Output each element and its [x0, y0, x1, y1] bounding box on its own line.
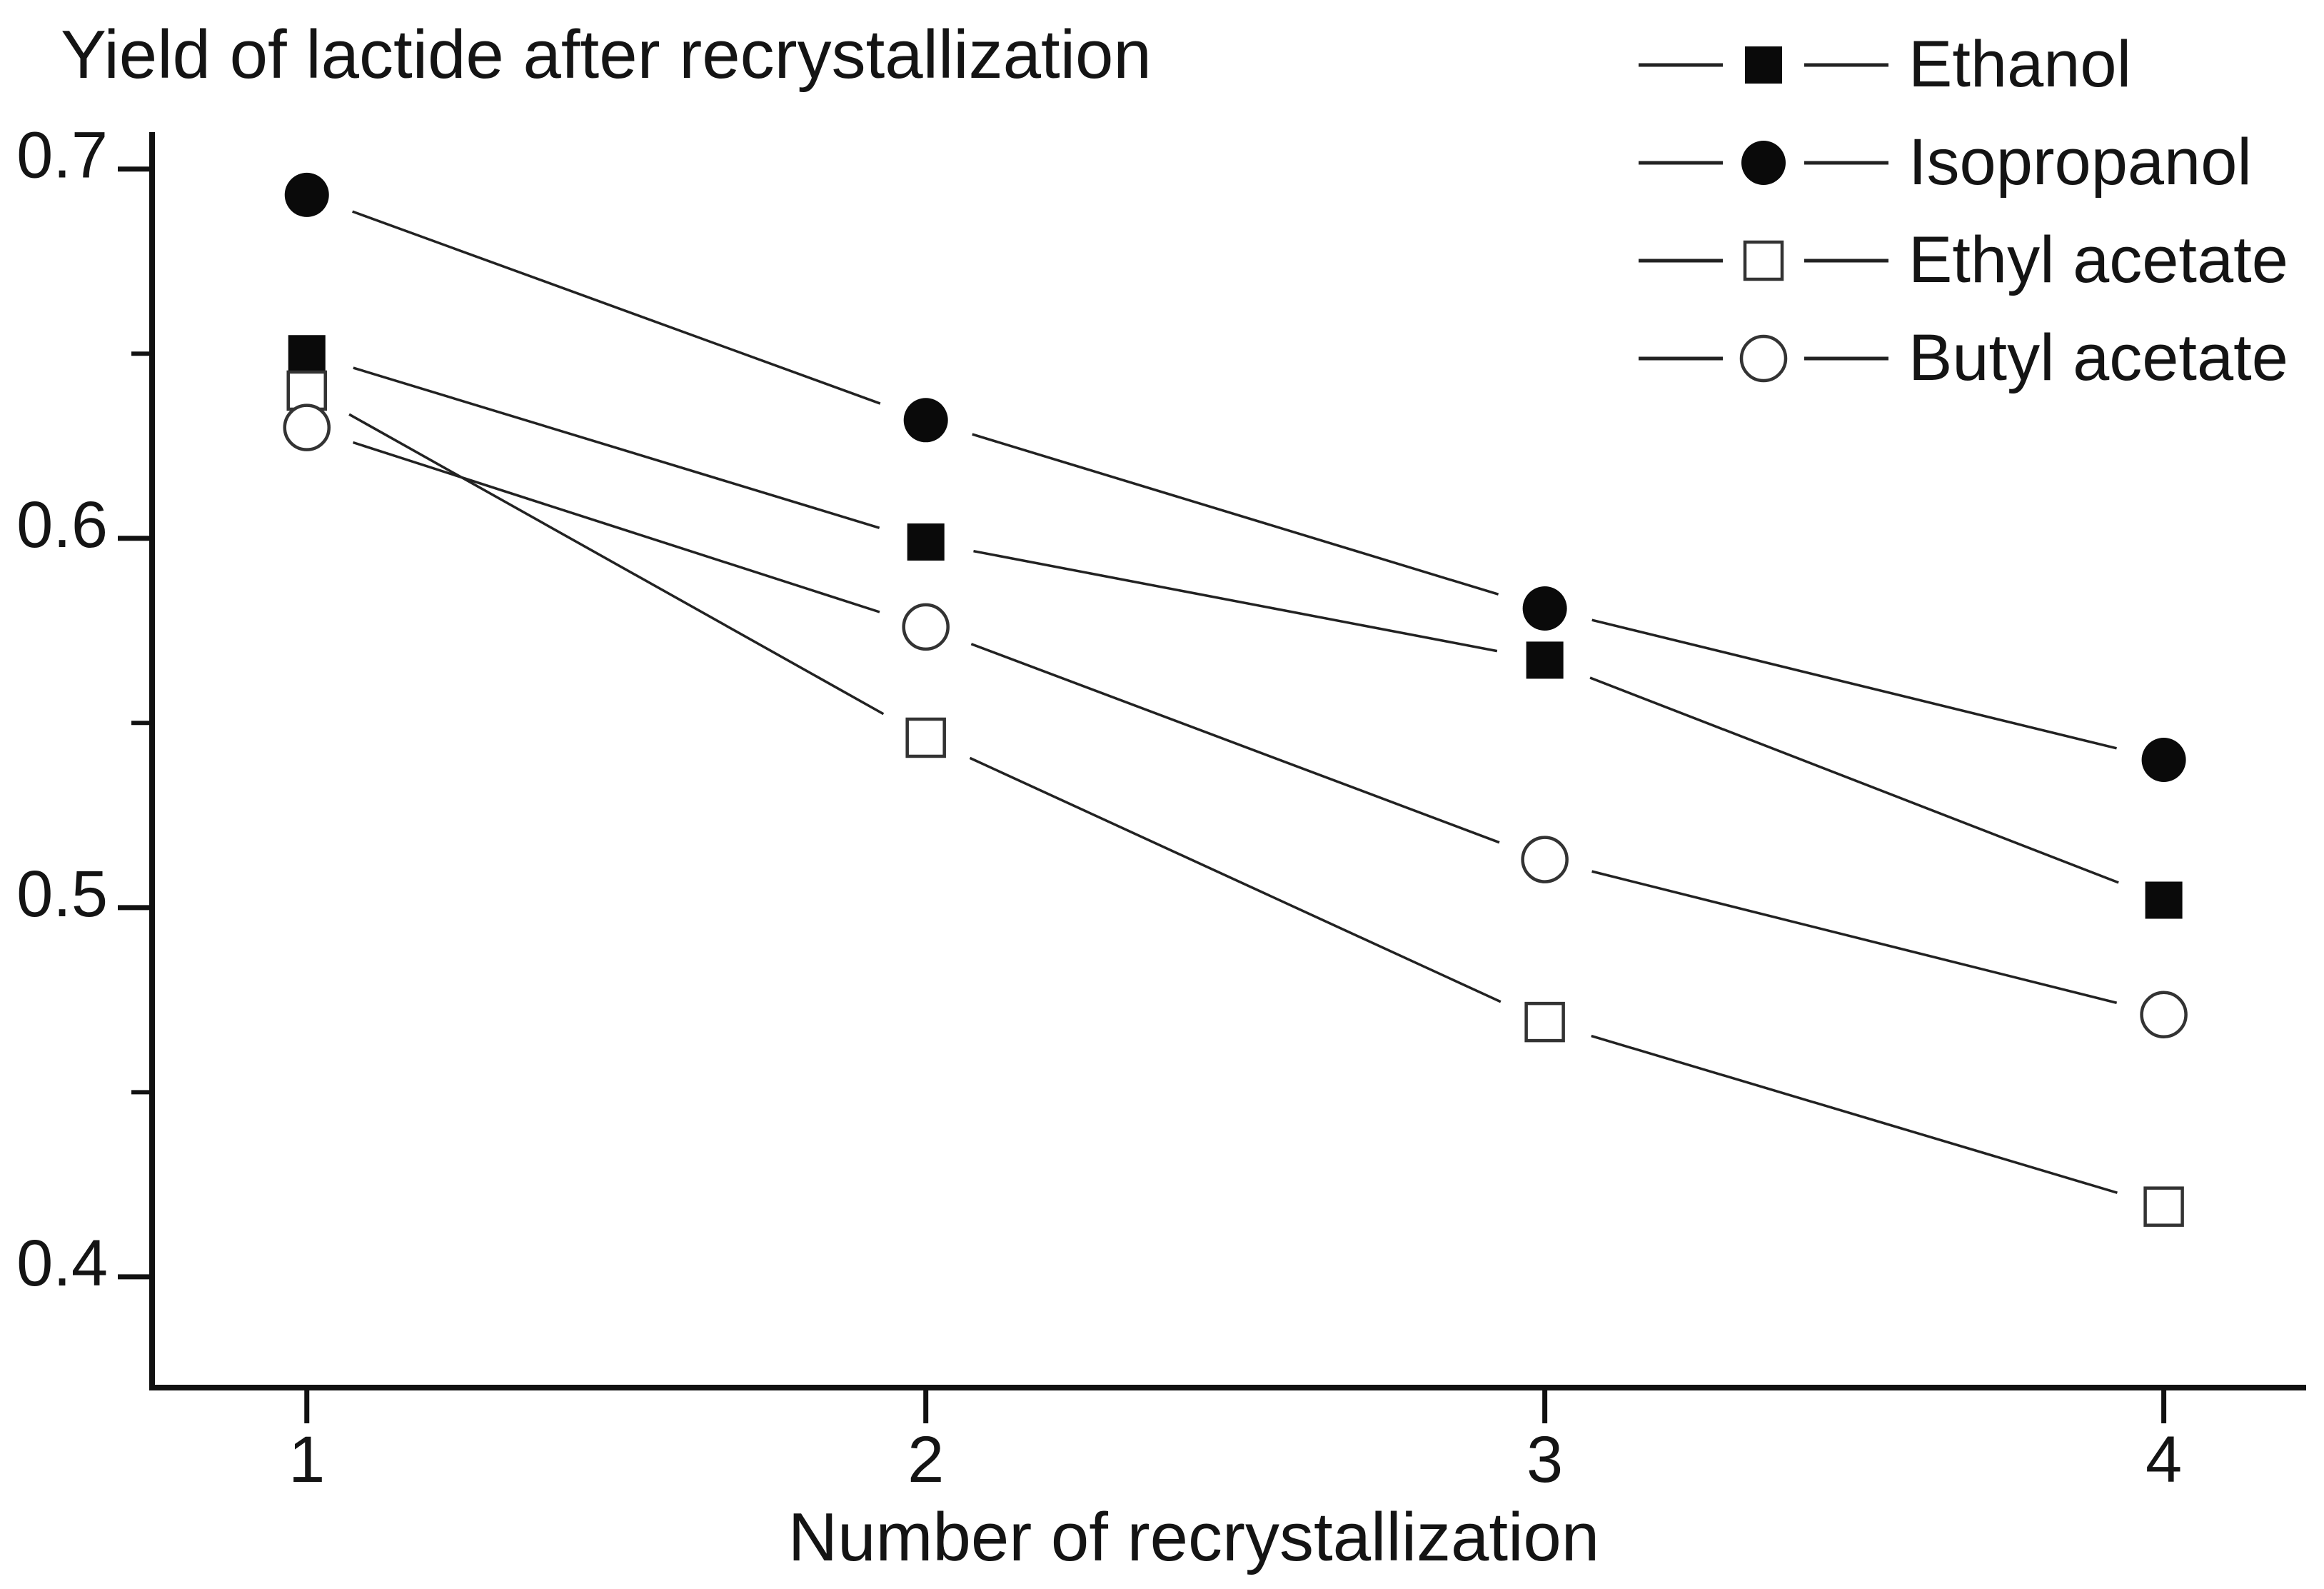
legend-item-isopropanol: Isopropanol — [1639, 114, 2288, 211]
filled-square-icon — [1639, 46, 1888, 84]
marker-butyl-acetate-3 — [1521, 836, 1569, 883]
legend-marker-butyl-acetate — [1739, 334, 1788, 382]
series-line-butyl-acetate — [1591, 870, 2118, 1004]
marker-ethyl-acetate-1 — [286, 370, 327, 411]
marker-butyl-acetate-1 — [283, 403, 331, 451]
x-axis-title: Number of recrystallization — [788, 1499, 1600, 1575]
legend-item-butyl-acetate: Butyl acetate — [1639, 309, 2288, 407]
x-tick-label: 4 — [2146, 1423, 2182, 1496]
x-tick-label: 2 — [907, 1423, 944, 1496]
marker-ethyl-acetate-2 — [905, 717, 946, 758]
legend-item-ethyl-acetate: Ethyl acetate — [1639, 211, 2288, 309]
y-tick-label: 0.5 — [16, 858, 108, 931]
legend-label-butyl-acetate: Butyl acetate — [1908, 321, 2288, 394]
marker-isopropanol-1 — [284, 172, 329, 217]
legend-label-isopropanol: Isopropanol — [1908, 126, 2252, 199]
marker-ethanol-1 — [288, 335, 326, 373]
legend-marker-ethyl-acetate — [1743, 240, 1784, 281]
series-line-ethanol — [973, 549, 1498, 653]
open-square-icon — [1639, 240, 1888, 281]
legend-label-ethyl-acetate: Ethyl acetate — [1908, 224, 2288, 296]
series-line-ethanol — [353, 366, 880, 529]
series-line-isopropanol — [972, 433, 1499, 596]
marker-ethyl-acetate-3 — [1524, 1001, 1565, 1043]
marker-ethanol-3 — [1526, 641, 1564, 679]
marker-isopropanol-4 — [2141, 738, 2186, 782]
marker-butyl-acetate-4 — [2140, 991, 2188, 1039]
marker-ethanol-4 — [2145, 881, 2183, 919]
series-line-ethyl-acetate — [1591, 1034, 2118, 1194]
marker-isopropanol-2 — [903, 398, 948, 443]
x-tick-label: 1 — [288, 1423, 325, 1496]
y-tick-label: 0.4 — [16, 1227, 108, 1300]
y-tick-label: 0.7 — [16, 119, 108, 192]
series-line-butyl-acetate — [970, 643, 1500, 844]
filled-circle-icon — [1639, 140, 1888, 185]
series-line-ethyl-acetate — [969, 756, 1501, 1003]
marker-butyl-acetate-2 — [902, 603, 950, 651]
legend-label-ethanol: Ethanol — [1908, 28, 2132, 101]
legend-marker-isopropanol — [1741, 140, 1786, 185]
legend: Ethanol Isopropanol Ethyl acetate Butyl ace… — [1639, 16, 2288, 407]
legend-marker-ethanol — [1745, 46, 1782, 84]
open-circle-icon — [1639, 334, 1888, 382]
marker-ethanol-2 — [907, 523, 945, 561]
y-tick-label: 0.6 — [16, 488, 108, 561]
series-line-butyl-acetate — [352, 441, 880, 613]
series-line-ethyl-acetate — [348, 413, 885, 716]
series-line-isopropanol — [1591, 618, 2117, 750]
series-line-ethanol — [1589, 676, 2119, 884]
series-line-isopropanol — [352, 210, 881, 405]
chart-title: Yield of lactide after recrystallization — [61, 16, 1152, 93]
legend-item-ethanol: Ethanol — [1639, 16, 2288, 114]
marker-ethyl-acetate-4 — [2143, 1186, 2184, 1227]
x-tick-label: 3 — [1526, 1423, 1563, 1496]
marker-isopropanol-3 — [1522, 586, 1567, 631]
